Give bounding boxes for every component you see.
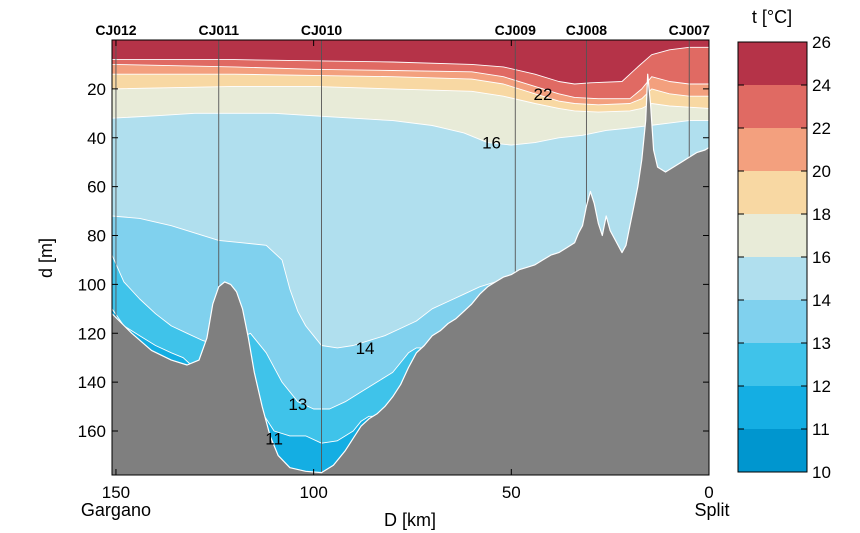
station-labels: CJ012 CJ011 CJ010 CJ009 CJ008 CJ007 (95, 22, 710, 38)
x-tick-label: 100 (299, 483, 327, 502)
plot-frame (111, 39, 710, 476)
station-label-cj009: CJ009 (495, 22, 536, 38)
seafloor (112, 73, 709, 475)
colorbar-tick-label: 22 (812, 119, 831, 138)
station-label-cj011: CJ011 (199, 22, 240, 38)
colorbar-segment (738, 214, 807, 257)
colorbar: 10 11 12 13 14 16 18 20 22 24 26 (737, 33, 831, 482)
colorbar-tick-label: 14 (812, 291, 831, 310)
colorbar-tick-label: 16 (812, 248, 831, 267)
colorbar-tick-label: 12 (812, 377, 831, 396)
contour-label-16: 16 (482, 134, 501, 153)
x-tick-label: 150 (102, 483, 130, 502)
colorbar-tick-label: 18 (812, 205, 831, 224)
contour-labels: 22 16 14 13 11 (265, 85, 552, 449)
colorbar-tick-label: 20 (812, 162, 831, 181)
y-tick-label: 120 (78, 324, 106, 343)
station-label-cj012: CJ012 (95, 22, 136, 38)
colorbar-tick-label: 13 (812, 334, 831, 353)
contour-label-13: 13 (288, 395, 307, 414)
colorbar-tick-label: 24 (812, 76, 831, 95)
endpoint-labels: Gargano Split (81, 500, 730, 520)
x-tick-label: 0 (704, 483, 713, 502)
colorbar-tick-label: 11 (812, 420, 830, 439)
contour-label-11: 11 (265, 429, 283, 448)
station-label-cj007: CJ007 (669, 22, 710, 38)
x-axis-label: D [km] (384, 510, 436, 530)
y-axis-label: d [m] (36, 238, 56, 278)
contour-label-14: 14 (356, 339, 375, 358)
colorbar-tick-label: 10 (812, 463, 831, 482)
y-tick-label: 40 (87, 129, 106, 148)
colorbar-tick-label: 26 (812, 33, 831, 52)
colorbar-segment (738, 300, 807, 343)
endpoint-label-gargano: Gargano (81, 500, 151, 520)
colorbar-title: t [°C] (752, 7, 792, 27)
endpoint-label-split: Split (694, 500, 729, 520)
y-tick-label: 80 (87, 227, 106, 246)
station-label-cj008: CJ008 (566, 22, 607, 38)
colorbar-segment (738, 42, 807, 85)
colorbar-segment (738, 386, 807, 429)
y-tick-label: 100 (78, 275, 106, 294)
x-axis-ticks: 150 100 50 0 (102, 40, 714, 502)
y-tick-label: 140 (78, 373, 106, 392)
colorbar-segment (738, 171, 807, 214)
contour-label-22: 22 (533, 85, 552, 104)
colorbar-segment (738, 343, 807, 386)
y-axis-ticks: 20 40 60 80 100 120 140 160 (78, 80, 709, 441)
station-label-cj010: CJ010 (301, 22, 342, 38)
y-tick-label: 160 (78, 422, 106, 441)
colorbar-segment (738, 429, 807, 472)
colorbar-segment (738, 257, 807, 300)
y-tick-label: 20 (87, 80, 106, 99)
colorbar-segment (738, 128, 807, 171)
y-tick-label: 60 (87, 178, 106, 197)
colorbar-segment (738, 85, 807, 128)
plot-area (112, 40, 709, 475)
x-tick-label: 50 (502, 483, 521, 502)
